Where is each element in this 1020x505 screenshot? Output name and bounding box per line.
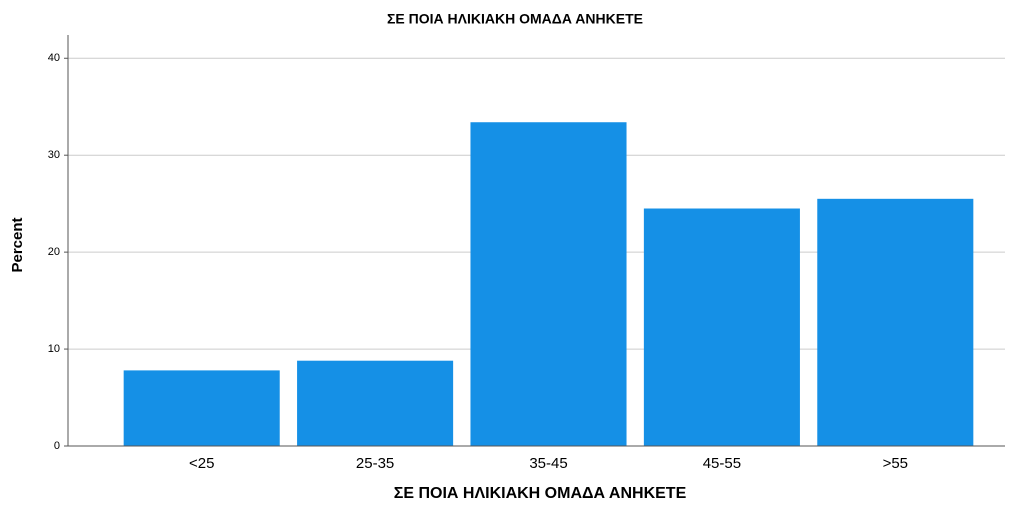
x-tick-label: 25-35 [356, 455, 394, 472]
y-tick-label: 10 [48, 343, 60, 355]
x-axis-label: ΣΕ ΠΟΙΑ ΗΛΙΚΙΑΚΗ ΟΜΑΔΑ ΑΝΗΚΕΤΕ [394, 485, 687, 502]
chart-title: ΣΕ ΠΟΙΑ ΗΛΙΚΙΑΚΗ ΟΜΑΔΑ ΑΝΗΚΕΤΕ [387, 11, 643, 27]
y-tick-label: 40 [48, 52, 60, 64]
x-tick-label: 35-45 [529, 455, 567, 472]
bar [817, 198, 974, 446]
y-tick-label: 0 [54, 440, 60, 452]
bar [297, 360, 454, 446]
bar [643, 208, 800, 446]
bar [470, 122, 627, 446]
x-tick-label: <25 [189, 455, 214, 472]
y-tick-label: 30 [48, 149, 60, 161]
bar [123, 370, 280, 446]
x-tick-label: >55 [883, 455, 908, 472]
x-tick-label: 45-55 [703, 455, 741, 472]
y-axis-label: Percent [9, 217, 26, 272]
y-tick-label: 20 [48, 246, 60, 258]
